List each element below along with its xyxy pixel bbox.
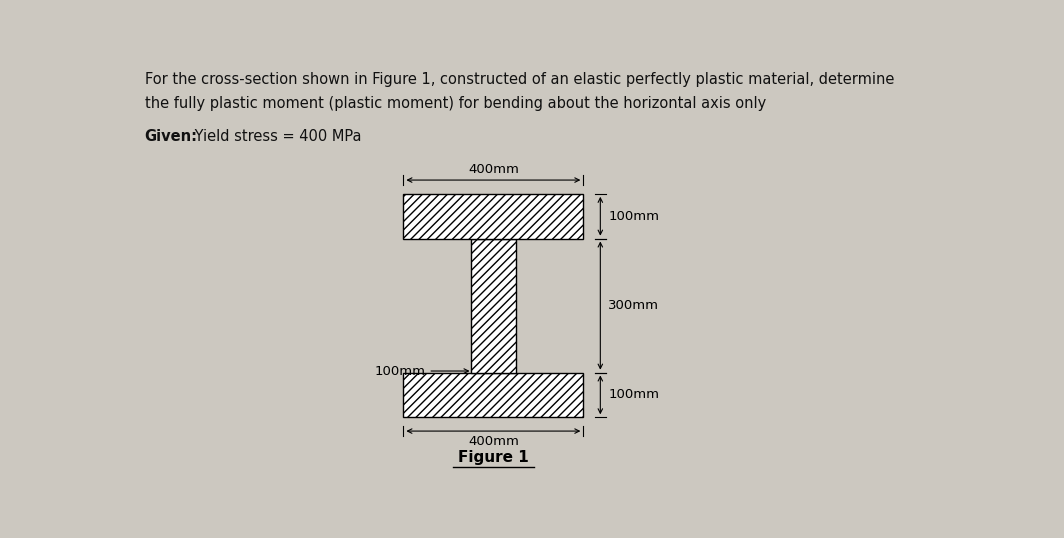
Text: 400mm: 400mm (468, 163, 519, 176)
Text: the fully plastic moment (plastic moment) for bending about the horizontal axis : the fully plastic moment (plastic moment… (145, 96, 766, 111)
Text: Yield stress = 400 MPa: Yield stress = 400 MPa (189, 129, 361, 144)
Text: 100mm: 100mm (608, 388, 659, 401)
Text: 100mm: 100mm (608, 210, 659, 223)
Text: For the cross-section shown in Figure 1, constructed of an elastic perfectly pla: For the cross-section shown in Figure 1,… (145, 72, 894, 87)
Text: 300mm: 300mm (608, 299, 659, 312)
Text: 100mm: 100mm (375, 365, 426, 378)
Text: Given:: Given: (145, 129, 198, 144)
Bar (403, 194, 583, 238)
Text: Figure 1: Figure 1 (458, 450, 529, 464)
Text: 400mm: 400mm (468, 435, 519, 448)
Bar (403, 372, 583, 417)
Bar (471, 238, 516, 372)
